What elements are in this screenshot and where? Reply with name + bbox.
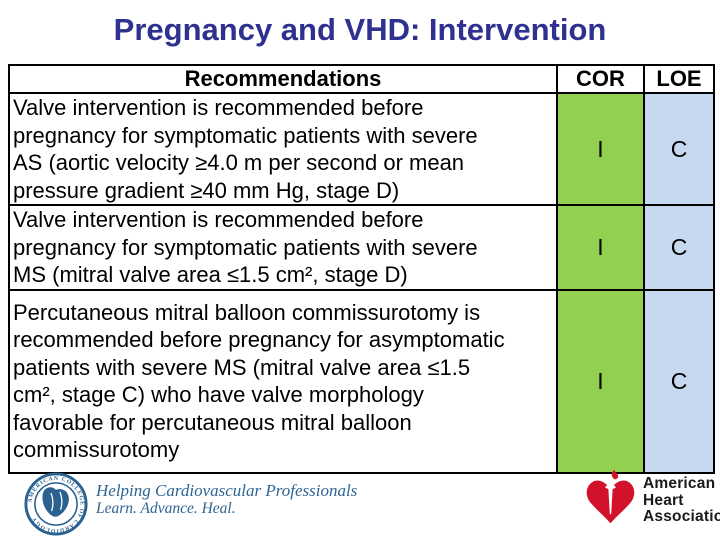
column-header-recommendations: Recommendations bbox=[8, 64, 558, 94]
recommendations-table: Recommendations COR LOE Valve interventi… bbox=[8, 64, 715, 474]
slide-title: Pregnancy and VHD: Intervention bbox=[113, 12, 607, 47]
table-header-row: Recommendations COR LOE bbox=[8, 64, 715, 94]
loe-value: C bbox=[643, 92, 715, 206]
aha-name-line3: Association® bbox=[643, 508, 720, 525]
aha-name: American Heart Association® bbox=[643, 475, 720, 529]
recommendation-cell: Valve intervention is recommended before… bbox=[8, 92, 558, 206]
recommendation-cell: Valve intervention is recommended before… bbox=[8, 204, 558, 291]
cor-value: I bbox=[556, 204, 645, 291]
torch-handle bbox=[608, 488, 613, 515]
cor-value: I bbox=[556, 92, 645, 206]
acc-seal-icon: AMERICAN COLLEGE OF CARDIOLOGY bbox=[24, 472, 88, 536]
recommendation-text: Valve intervention is recommended before… bbox=[13, 207, 478, 287]
recommendation-text: Percutaneous mitral balloon commissuroto… bbox=[13, 299, 505, 463]
aha-name-line1: American bbox=[643, 475, 716, 492]
acc-tagline-line1: Helping Cardiovascular Professionals bbox=[96, 481, 358, 500]
acc-tagline: Helping Cardiovascular Professionals Lea… bbox=[96, 481, 357, 518]
torch-cap bbox=[605, 485, 616, 490]
loe-value: C bbox=[643, 204, 715, 291]
column-header-cor: COR bbox=[556, 64, 645, 94]
table-row: Valve intervention is recommended before… bbox=[8, 92, 715, 206]
column-header-loe: LOE bbox=[643, 64, 715, 94]
footer: AMERICAN COLLEGE OF CARDIOLOGY Helping C… bbox=[0, 466, 720, 540]
recommendation-cell: Percutaneous mitral balloon commissuroto… bbox=[8, 288, 558, 474]
acc-tagline-line2: Learn. Advance. Heal. bbox=[96, 500, 236, 517]
loe-value: C bbox=[643, 288, 715, 474]
aha-name-line2: Heart bbox=[643, 491, 684, 509]
cor-value: I bbox=[556, 288, 645, 474]
acc-heart-emblem-icon bbox=[42, 487, 69, 517]
recommendation-text: Valve intervention is recommended before… bbox=[13, 95, 478, 203]
aha-heart-torch-icon bbox=[586, 469, 635, 524]
table-row: Percutaneous mitral balloon commissuroto… bbox=[8, 288, 715, 474]
table-row: Valve intervention is recommended before… bbox=[8, 204, 715, 291]
flame-icon bbox=[611, 469, 619, 480]
